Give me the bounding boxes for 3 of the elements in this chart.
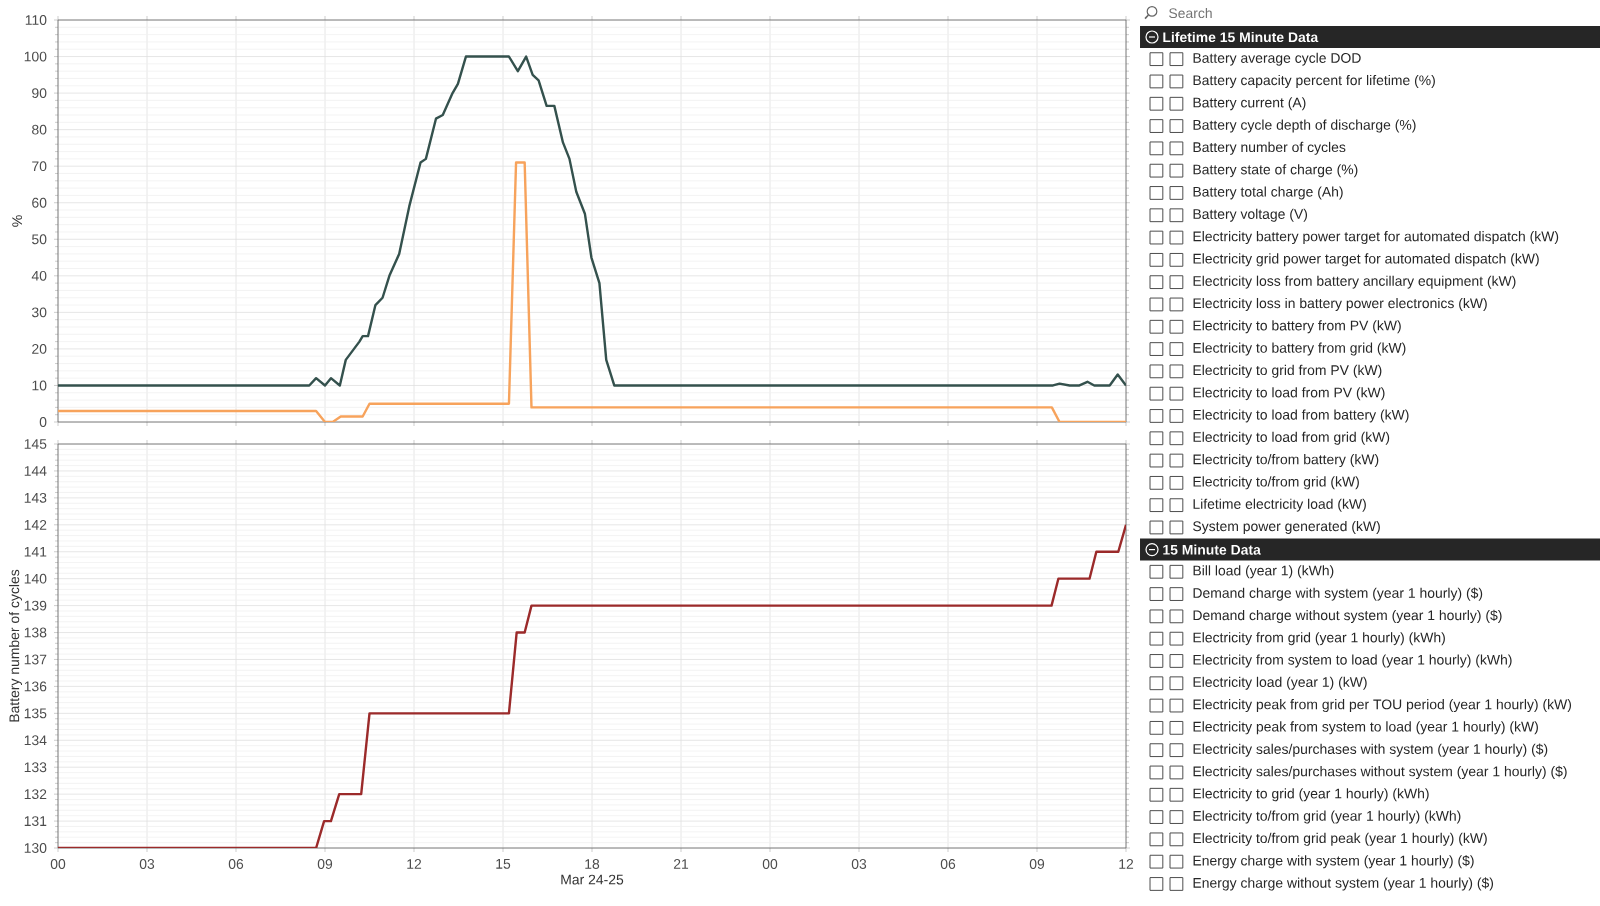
line-series	[58, 55, 1127, 387]
line-series	[58, 523, 1127, 849]
line-series	[58, 161, 1127, 423]
